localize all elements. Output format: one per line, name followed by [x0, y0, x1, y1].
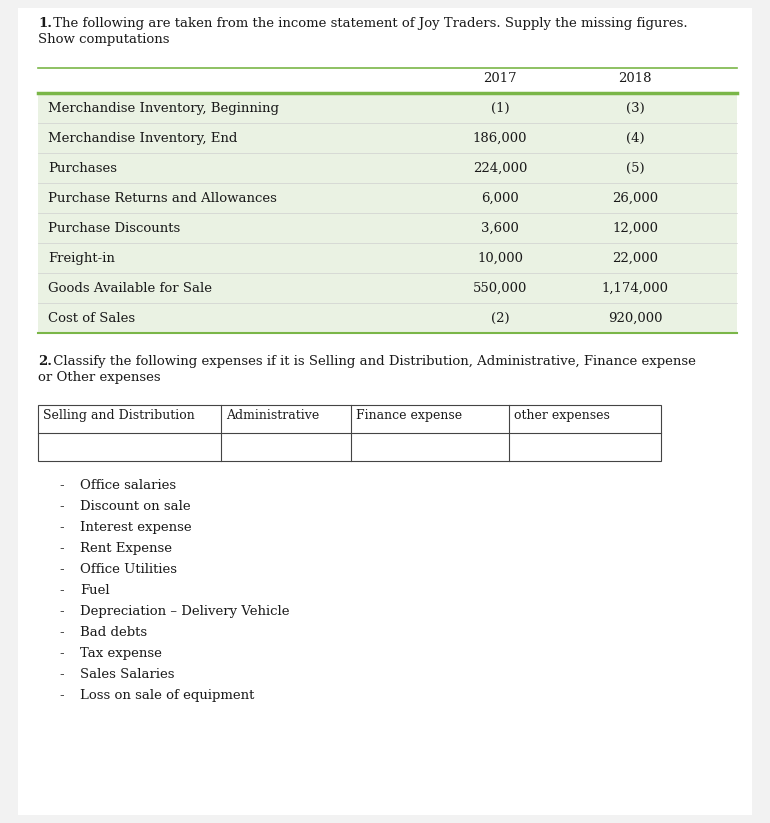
Text: Office Utilities: Office Utilities	[80, 563, 177, 576]
Text: 550,000: 550,000	[473, 282, 527, 295]
Text: (4): (4)	[626, 132, 644, 145]
Text: Purchase Discounts: Purchase Discounts	[48, 222, 180, 235]
Text: 1,174,000: 1,174,000	[601, 282, 668, 295]
Text: (2): (2)	[490, 312, 509, 325]
Text: Loss on sale of equipment: Loss on sale of equipment	[80, 689, 254, 702]
Text: -: -	[60, 626, 65, 639]
Text: 12,000: 12,000	[612, 222, 658, 235]
Text: 2.: 2.	[38, 355, 52, 368]
Text: other expenses: other expenses	[514, 409, 610, 422]
Text: -: -	[60, 605, 65, 618]
Text: 920,000: 920,000	[608, 312, 662, 325]
Text: 224,000: 224,000	[473, 162, 527, 175]
Text: 26,000: 26,000	[612, 192, 658, 205]
Text: (1): (1)	[490, 102, 509, 115]
Text: Purchase Returns and Allowances: Purchase Returns and Allowances	[48, 192, 277, 205]
Text: -: -	[60, 542, 65, 555]
Text: -: -	[60, 689, 65, 702]
Text: Goods Available for Sale: Goods Available for Sale	[48, 282, 212, 295]
Text: Depreciation – Delivery Vehicle: Depreciation – Delivery Vehicle	[80, 605, 290, 618]
Text: Classify the following expenses if it is Selling and Distribution, Administrativ: Classify the following expenses if it is…	[49, 355, 696, 368]
Text: 22,000: 22,000	[612, 252, 658, 265]
Text: Sales Salaries: Sales Salaries	[80, 668, 175, 681]
Text: Merchandise Inventory, Beginning: Merchandise Inventory, Beginning	[48, 102, 279, 115]
Text: 10,000: 10,000	[477, 252, 523, 265]
Text: Purchases: Purchases	[48, 162, 117, 175]
Text: (5): (5)	[626, 162, 644, 175]
Text: -: -	[60, 647, 65, 660]
Text: -: -	[60, 500, 65, 513]
Text: 186,000: 186,000	[473, 132, 527, 145]
Text: Fuel: Fuel	[80, 584, 109, 597]
Text: Administrative: Administrative	[226, 409, 320, 422]
Text: or Other expenses: or Other expenses	[38, 371, 161, 384]
Text: Interest expense: Interest expense	[80, 521, 192, 534]
Text: Office salaries: Office salaries	[80, 479, 176, 492]
Text: -: -	[60, 668, 65, 681]
Text: Selling and Distribution: Selling and Distribution	[43, 409, 195, 422]
Text: Finance expense: Finance expense	[356, 409, 462, 422]
Text: (3): (3)	[625, 102, 644, 115]
Text: -: -	[60, 479, 65, 492]
Text: 3,600: 3,600	[481, 222, 519, 235]
Text: Discount on sale: Discount on sale	[80, 500, 191, 513]
Text: Bad debts: Bad debts	[80, 626, 147, 639]
Text: 2018: 2018	[618, 72, 651, 85]
Text: Rent Expense: Rent Expense	[80, 542, 172, 555]
Text: Cost of Sales: Cost of Sales	[48, 312, 135, 325]
Text: The following are taken from the income statement of Joy Traders. Supply the mis: The following are taken from the income …	[49, 17, 688, 30]
Text: -: -	[60, 521, 65, 534]
Text: 1.: 1.	[38, 17, 52, 30]
Text: -: -	[60, 584, 65, 597]
Bar	[38, 405, 661, 461]
Text: Show computations: Show computations	[38, 33, 169, 46]
Text: Freight-in: Freight-in	[48, 252, 115, 265]
Bar	[38, 93, 737, 333]
Text: -: -	[60, 563, 65, 576]
Text: 2017: 2017	[484, 72, 517, 85]
Text: Tax expense: Tax expense	[80, 647, 162, 660]
Text: Merchandise Inventory, End: Merchandise Inventory, End	[48, 132, 237, 145]
Text: 6,000: 6,000	[481, 192, 519, 205]
